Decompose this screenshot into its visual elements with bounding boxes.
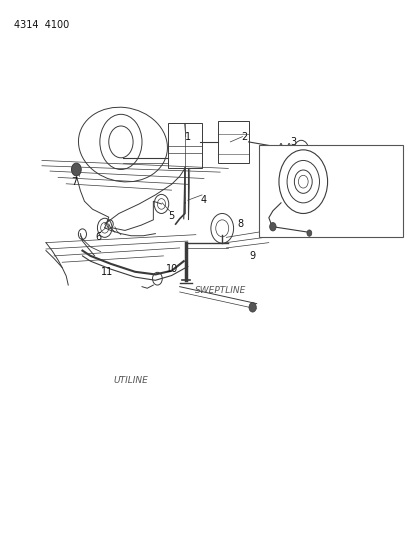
Text: UTILINE: UTILINE	[113, 376, 149, 385]
Bar	[168, 123, 202, 168]
Text: 11: 11	[101, 267, 113, 277]
Text: 12: 12	[352, 198, 364, 208]
Text: 9: 9	[250, 251, 256, 261]
Text: 1: 1	[185, 132, 191, 142]
Text: 5: 5	[169, 211, 175, 221]
Text: 4314  4100: 4314 4100	[13, 20, 69, 30]
Text: 8: 8	[237, 219, 244, 229]
Text: 13: 13	[348, 179, 360, 189]
Text: 2: 2	[242, 132, 248, 142]
Text: 6: 6	[95, 232, 102, 243]
Circle shape	[307, 230, 312, 236]
Text: SWEPTLINE: SWEPTLINE	[195, 286, 246, 295]
Bar	[259, 144, 403, 237]
Text: 4: 4	[201, 195, 207, 205]
Text: 10: 10	[166, 264, 178, 274]
Circle shape	[71, 163, 81, 176]
Text: 3: 3	[290, 137, 296, 147]
Circle shape	[270, 222, 276, 231]
Bar	[218, 120, 248, 163]
Circle shape	[249, 303, 256, 312]
Text: 7: 7	[71, 176, 78, 187]
